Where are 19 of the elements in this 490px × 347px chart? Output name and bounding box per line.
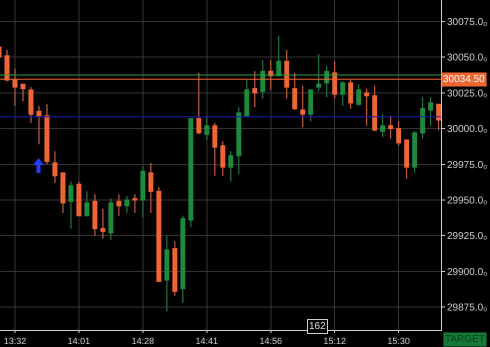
x-tick-label: 15:30 xyxy=(387,336,410,346)
y-tick-label: 30075.0₀ xyxy=(447,16,488,28)
y-tick-label: 29925.0₀ xyxy=(447,231,488,242)
x-tick-label: 13:32 xyxy=(4,336,26,346)
y-tick-label: 30025.0₀ xyxy=(447,88,488,100)
x-tick-label: 15:12 xyxy=(323,336,346,346)
y-tick-label: 30000.0₀ xyxy=(447,124,488,136)
y-tick-label: 29875.0₀ xyxy=(447,302,488,314)
y-tick-label: 29950.0₀ xyxy=(447,196,488,206)
ref-line-label: 30034.50 xyxy=(443,74,486,85)
y-tick-label: 30050.0₀ xyxy=(447,52,488,64)
y-tick-label: 29975.0₀ xyxy=(447,160,488,171)
text: TARGET xyxy=(445,334,485,345)
y-tick-label: 29900.0₀ xyxy=(447,266,488,278)
x-tick-label: 14:28 xyxy=(132,336,154,346)
x-tick-label: 14:01 xyxy=(68,336,90,346)
x-tick-label: 14:41 xyxy=(196,336,218,346)
annotation: 162 xyxy=(309,321,326,332)
x-tick-label: 14:56 xyxy=(259,336,282,346)
